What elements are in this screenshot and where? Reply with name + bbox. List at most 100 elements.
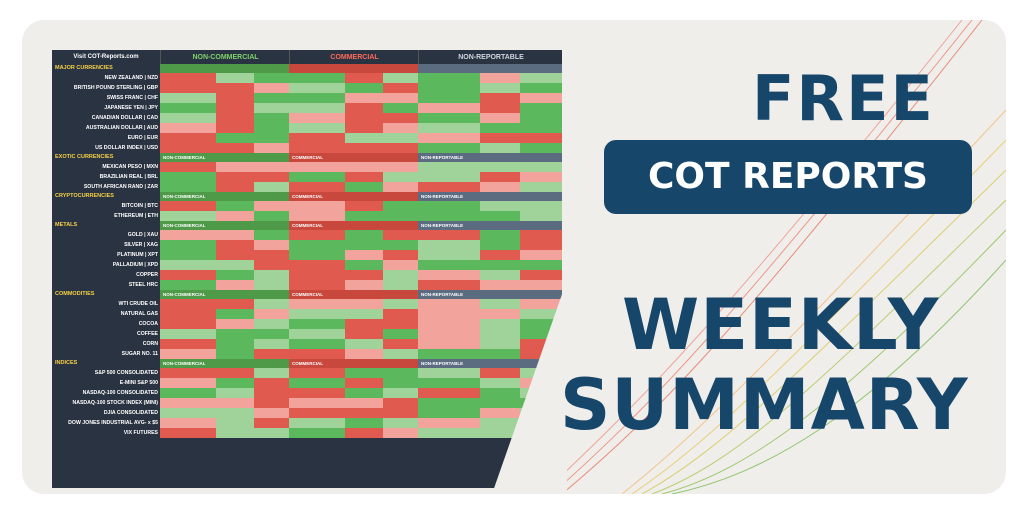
table-cell [216,250,254,260]
table-cell [480,329,520,339]
table-cell [216,113,254,123]
table-cell [383,280,418,290]
table-cell [418,103,480,113]
section-title: EXOTIC CURRENCIES [55,154,114,160]
table-cell [345,93,383,103]
table-cell [418,83,480,93]
table-cell [418,329,480,339]
table-cell [345,418,383,428]
table-cell [480,418,520,428]
row-label: COPPER [136,272,158,278]
table-cell [520,329,562,339]
table-cell [289,408,345,418]
table-cell [216,201,254,211]
table-cell [418,172,480,182]
table-cell [520,143,562,153]
table-cell [383,182,418,192]
table-cell [345,123,383,133]
table-cell [418,93,480,103]
row-label: DOW JONES INDUSTRIAL AVG- x $5 [68,420,158,426]
table-cell [345,280,383,290]
table-cell [520,349,562,359]
table-cell [345,83,383,93]
table-cell [345,162,383,172]
table-cell [289,339,345,349]
table-cell [418,133,480,143]
banner-card: Visit COT-Reports.com NON-COMMERCIAL COM… [22,20,1006,494]
section-group-label: NON-REPORTABLE [418,359,562,368]
table-row: AUSTRALIAN DOLLAR | AUD [52,123,562,133]
section-group-label: NON-COMMERCIAL [160,153,289,162]
table-cell [520,378,562,388]
table-cell [160,408,216,418]
table-cell [254,378,289,388]
table-cell [418,240,480,250]
table-cell [160,378,216,388]
table-cell [254,408,289,418]
table-cell [345,339,383,349]
table-cell [480,143,520,153]
row-label: E-MINI S&P 500 [119,380,158,386]
table-cell [345,182,383,192]
table-cell [345,201,383,211]
table-cell [160,211,216,221]
table-cell [520,201,562,211]
table-cell [480,368,520,378]
section-header: CRYPTOCURRENCIES NON-COMMERCIAL COMMERCIAL… [52,192,562,201]
table-cell [254,230,289,240]
table-cell [480,339,520,349]
table-cell [345,113,383,123]
table-cell [480,172,520,182]
table-cell [289,182,345,192]
table-cell [160,349,216,359]
table-cell [160,240,216,250]
header-non-reportable: NON-REPORTABLE [418,50,562,64]
table-row: GOLD | XAU [52,230,562,240]
table-cell [160,319,216,329]
table-cell [418,280,480,290]
table-cell [254,260,289,270]
table-cell [216,388,254,398]
table-cell [216,93,254,103]
table-cell [383,339,418,349]
row-label: AUSTRALIAN DOLLAR | AUD [85,125,158,131]
row-label: SUGAR NO. 11 [121,351,158,357]
table-cell [345,329,383,339]
table-cell [520,368,562,378]
table-row: DJIA CONSOLIDATED [52,408,562,418]
table-cell [520,418,562,428]
row-label: NATURAL GAS [120,311,158,317]
table-cell [289,299,345,309]
section-group-label [160,64,289,73]
table-cell [383,162,418,172]
table-cell [383,123,418,133]
table-cell [289,378,345,388]
table-cell [383,299,418,309]
table-cell [383,319,418,329]
table-row: CORN [52,339,562,349]
table-cell [160,339,216,349]
table-cell [480,123,520,133]
table-cell [289,113,345,123]
table-cell [254,250,289,260]
section-group-label [418,64,562,73]
table-cell [418,201,480,211]
table-cell [216,309,254,319]
row-label: NASDAQ-100 STOCK INDEX (MINI) [72,400,158,406]
table-row: DOW JONES INDUSTRIAL AVG- x $5 [52,418,562,428]
table-cell [160,172,216,182]
table-cell [216,319,254,329]
site-label: Visit COT-Reports.com [52,50,160,64]
table-row: BRITISH POUND STERLING | GBP [52,83,562,93]
row-label: SOUTH AFRICAN RAND | ZAR [83,184,158,190]
table-cell [345,172,383,182]
table-cell [345,133,383,143]
table-cell [480,162,520,172]
table-cell [160,73,216,83]
table-cell [289,309,345,319]
table-cell [160,201,216,211]
table-cell [383,172,418,182]
section-group-label: NON-REPORTABLE [418,192,562,201]
table-row: WTI CRUDE OIL [52,299,562,309]
table-row: BRAZILIAN REAL | BRL [52,172,562,182]
